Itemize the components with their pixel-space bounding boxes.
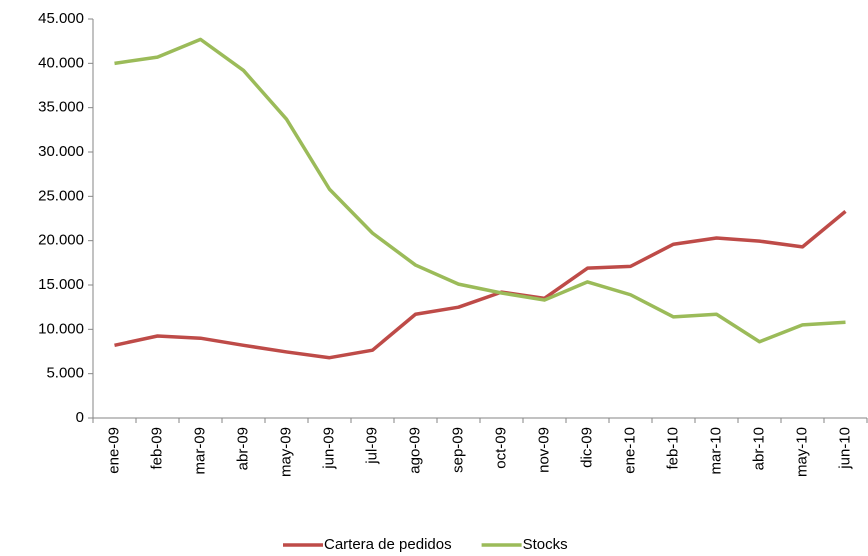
series-line: [114, 37, 846, 344]
x-tick-label: nov-09: [535, 427, 552, 473]
y-tick-label: 10.000: [38, 320, 84, 337]
x-tick-label: jun-09: [320, 427, 337, 470]
series-line: [114, 210, 847, 360]
x-tick-label: mar-10: [707, 427, 724, 475]
x-tick-label: oct-09: [492, 427, 509, 469]
x-tick-label: ago-09: [406, 427, 423, 474]
y-tick-label: 25.000: [38, 187, 84, 204]
x-tick-label: abr-09: [234, 427, 251, 470]
x-tick-label: ene-10: [621, 427, 638, 474]
x-tick-label: abr-10: [750, 427, 767, 470]
legend-label: Stocks: [523, 536, 568, 553]
x-tick-label: feb-09: [148, 427, 165, 470]
y-tick-label: 5.000: [46, 365, 84, 382]
y-tick-label: 40.000: [38, 54, 84, 71]
y-tick-label: 20.000: [38, 232, 84, 249]
y-tick-label: 30.000: [38, 143, 84, 160]
y-tick-label: 15.000: [38, 276, 84, 293]
x-tick-label: sep-09: [449, 427, 466, 473]
x-tick-label: dic-09: [578, 427, 595, 468]
y-tick-label: 35.000: [38, 99, 84, 116]
x-tick-label: ene-09: [105, 427, 122, 474]
x-tick-label: may-09: [277, 427, 294, 477]
x-tick-label: jun-10: [836, 427, 853, 470]
x-tick-label: feb-10: [664, 427, 681, 470]
x-tick-label: mar-09: [191, 427, 208, 475]
x-tick-label: may-10: [793, 427, 810, 477]
legend-label: Cartera de pedidos: [324, 536, 452, 553]
y-tick-label: 0: [76, 409, 84, 426]
y-tick-label: 45.000: [38, 10, 84, 27]
x-tick-label: jul-09: [363, 427, 380, 465]
